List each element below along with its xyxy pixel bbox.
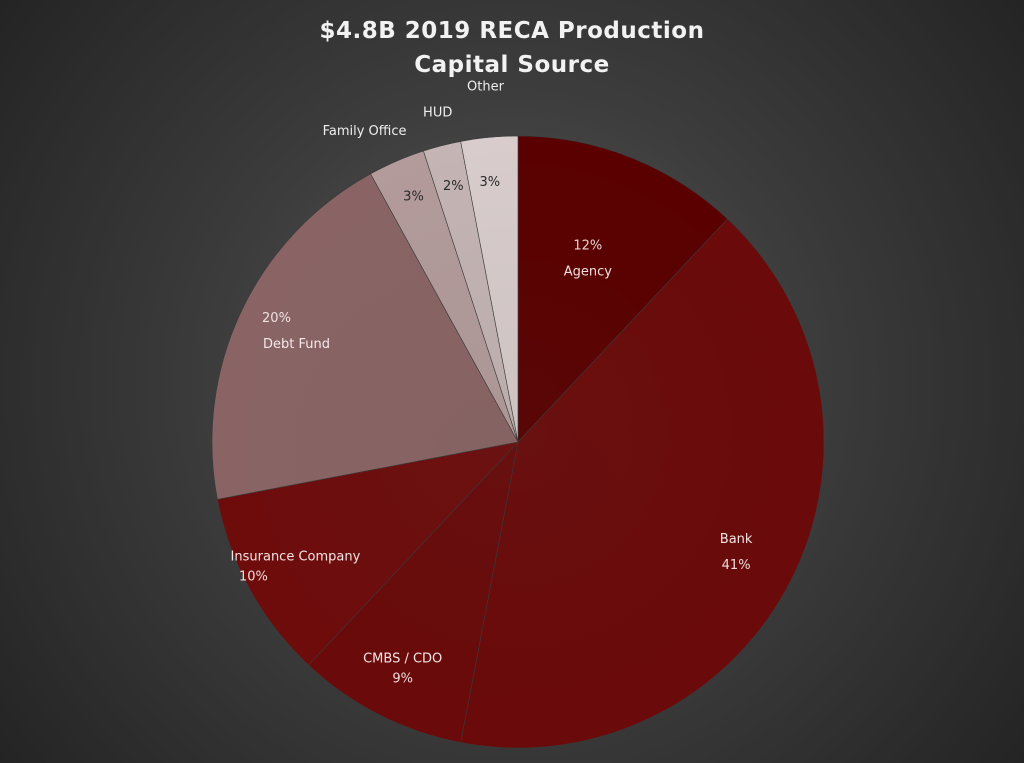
pie-slice-other — [460, 135, 519, 443]
slice-pct-insurance-company: 10% — [239, 569, 268, 584]
pie-slice-agency — [517, 135, 728, 443]
chart-title-line-2: Capital Source — [414, 52, 610, 78]
slice-pct-hud: 2% — [443, 179, 464, 194]
slice-pct-cmbs-cdo: 9% — [392, 671, 413, 686]
slice-label-insurance-company: Insurance Company — [231, 549, 361, 564]
slice-label-family-office: Family Office — [323, 124, 407, 139]
pie-slice-insurance-company — [217, 441, 519, 666]
slice-pct-debt-fund: 20% — [262, 311, 291, 326]
slice-label-bank: Bank — [720, 532, 753, 547]
slice-pct-other: 3% — [479, 175, 500, 190]
slice-label-debt-fund: Debt Fund — [263, 337, 330, 352]
slice-label-agency: Agency — [564, 265, 613, 280]
pie-slice-debt-fund — [211, 173, 519, 500]
pie-slice-bank — [460, 218, 825, 749]
slice-label-hud: HUD — [423, 105, 452, 120]
pie-slice-cmbs-cdo — [308, 441, 519, 743]
chart-title-line-1: $4.8B 2019 RECA Production — [319, 18, 705, 44]
slice-pct-family-office: 3% — [403, 189, 424, 204]
slice-pct-agency: 12% — [573, 239, 602, 254]
slice-pct-bank: 41% — [722, 558, 751, 573]
slice-label-cmbs-cdo: CMBS / CDO — [363, 651, 442, 666]
chart-title: $4.8B 2019 RECA Production Capital Sourc… — [0, 14, 1024, 82]
slice-label-other: Other — [467, 79, 505, 94]
